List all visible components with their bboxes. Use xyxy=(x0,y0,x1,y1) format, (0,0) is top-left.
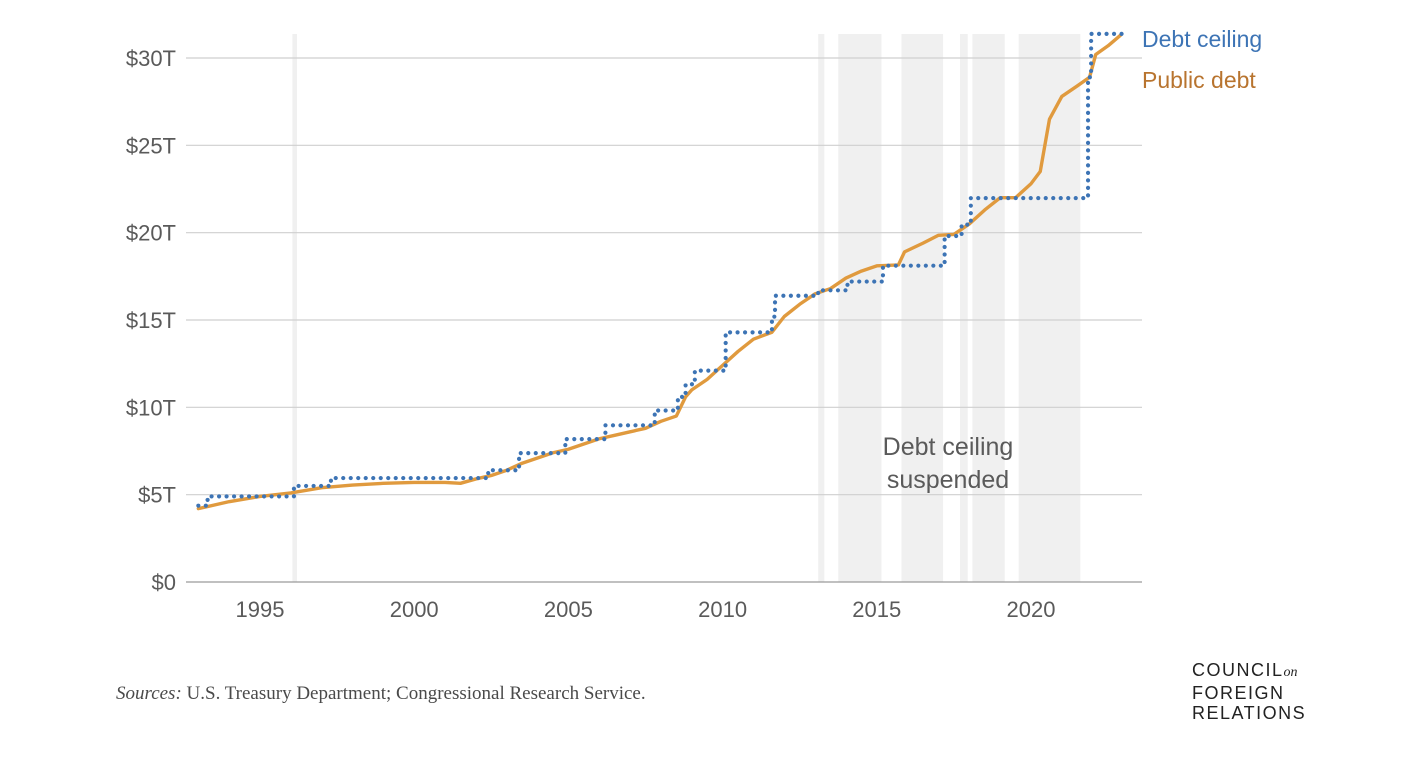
x-tick-label-1: 2000 xyxy=(390,597,439,622)
y-tick-label-3: $15T xyxy=(126,308,176,333)
y-tick-label-0: $0 xyxy=(152,570,176,595)
x-tick-label-3: 2010 xyxy=(698,597,747,622)
logo-line-1: COUNCIL xyxy=(1192,660,1284,680)
suspended-band-0 xyxy=(292,34,298,582)
series-lines xyxy=(196,31,1126,511)
sources-text: U.S. Treasury Department; Congressional … xyxy=(181,683,646,704)
x-tick-label-0: 1995 xyxy=(236,597,285,622)
logo-on: on xyxy=(1283,665,1298,680)
legend-public-debt: Public debt xyxy=(1142,67,1256,93)
series-debt-ceiling xyxy=(196,31,1126,508)
x-tick-label-5: 2020 xyxy=(1007,597,1056,622)
series-public-debt xyxy=(196,33,1123,511)
suspended-bands xyxy=(292,34,1081,582)
logo-line-2: FOREIGN xyxy=(1192,683,1285,703)
annotation-line-1: Debt ceiling xyxy=(883,433,1014,461)
y-tick-label-2: $10T xyxy=(126,395,176,420)
suspended-band-2 xyxy=(838,34,882,582)
x-tick-label-2: 2005 xyxy=(544,597,593,622)
y-tick-label-1: $5T xyxy=(138,483,176,508)
logo-line-3: RELATIONS xyxy=(1192,703,1307,723)
y-tick-label-6: $30T xyxy=(126,46,176,71)
x-tick-label-4: 2015 xyxy=(852,597,901,622)
y-axis-ticks: $0 $5T $10T $15T $20T $25T $30T xyxy=(126,46,176,595)
x-axis-ticks: 1995 2000 2005 2010 2015 2020 xyxy=(236,597,1056,622)
suspended-band-5 xyxy=(972,34,1005,582)
sources-note: Sources: U.S. Treasury Department; Congr… xyxy=(116,683,646,705)
sources-label: Sources: xyxy=(116,683,182,704)
y-tick-label-4: $20T xyxy=(126,221,176,246)
legend-debt-ceiling: Debt ceiling xyxy=(1142,26,1262,52)
y-tick-label-5: $25T xyxy=(126,133,176,158)
annotation-line-2: suspended xyxy=(887,466,1009,494)
suspended-band-1 xyxy=(818,34,825,582)
cfr-logo: COUNCILon FOREIGN RELATIONS xyxy=(1192,660,1306,723)
suspended-band-4 xyxy=(960,34,968,582)
gridlines xyxy=(186,57,1142,583)
suspended-band-3 xyxy=(901,34,944,582)
